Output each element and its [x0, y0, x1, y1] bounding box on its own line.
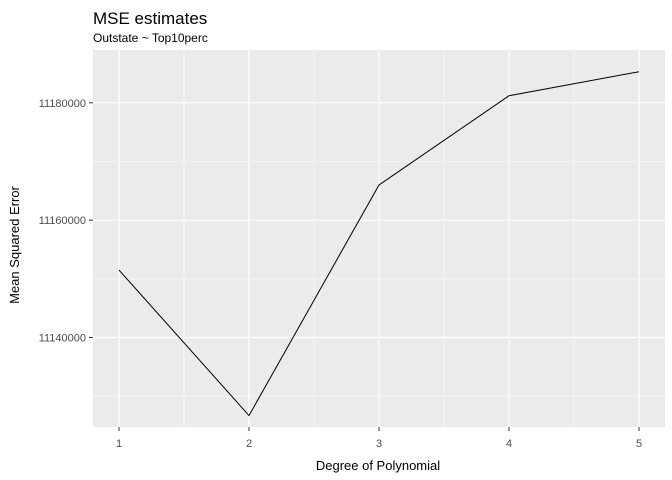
data-points: [118, 71, 640, 416]
y-tick-label: 11180000: [39, 98, 86, 110]
x-tick-label: 3: [376, 438, 382, 450]
x-tick-label: 1: [116, 438, 122, 450]
y-axis-tick-labels: 11140000 11160000 11180000: [39, 98, 86, 345]
x-axis-tick-labels: 1 2 3 4 5: [116, 438, 642, 450]
chart-subtitle: Outstate ~ Top10perc: [93, 31, 208, 45]
y-tick-label: 11160000: [39, 215, 86, 227]
x-tick-label: 4: [506, 438, 512, 450]
x-tick-label: 5: [636, 438, 642, 450]
y-axis-title: Mean Squared Error: [7, 185, 22, 303]
x-axis-title: Degree of Polynomial: [316, 458, 440, 473]
chart-title: MSE estimates: [93, 9, 207, 28]
y-tick-label: 11140000: [39, 333, 86, 345]
x-tick-label: 2: [246, 438, 252, 450]
axis-ticks: [89, 102, 640, 431]
major-grid-lines: [93, 50, 665, 427]
